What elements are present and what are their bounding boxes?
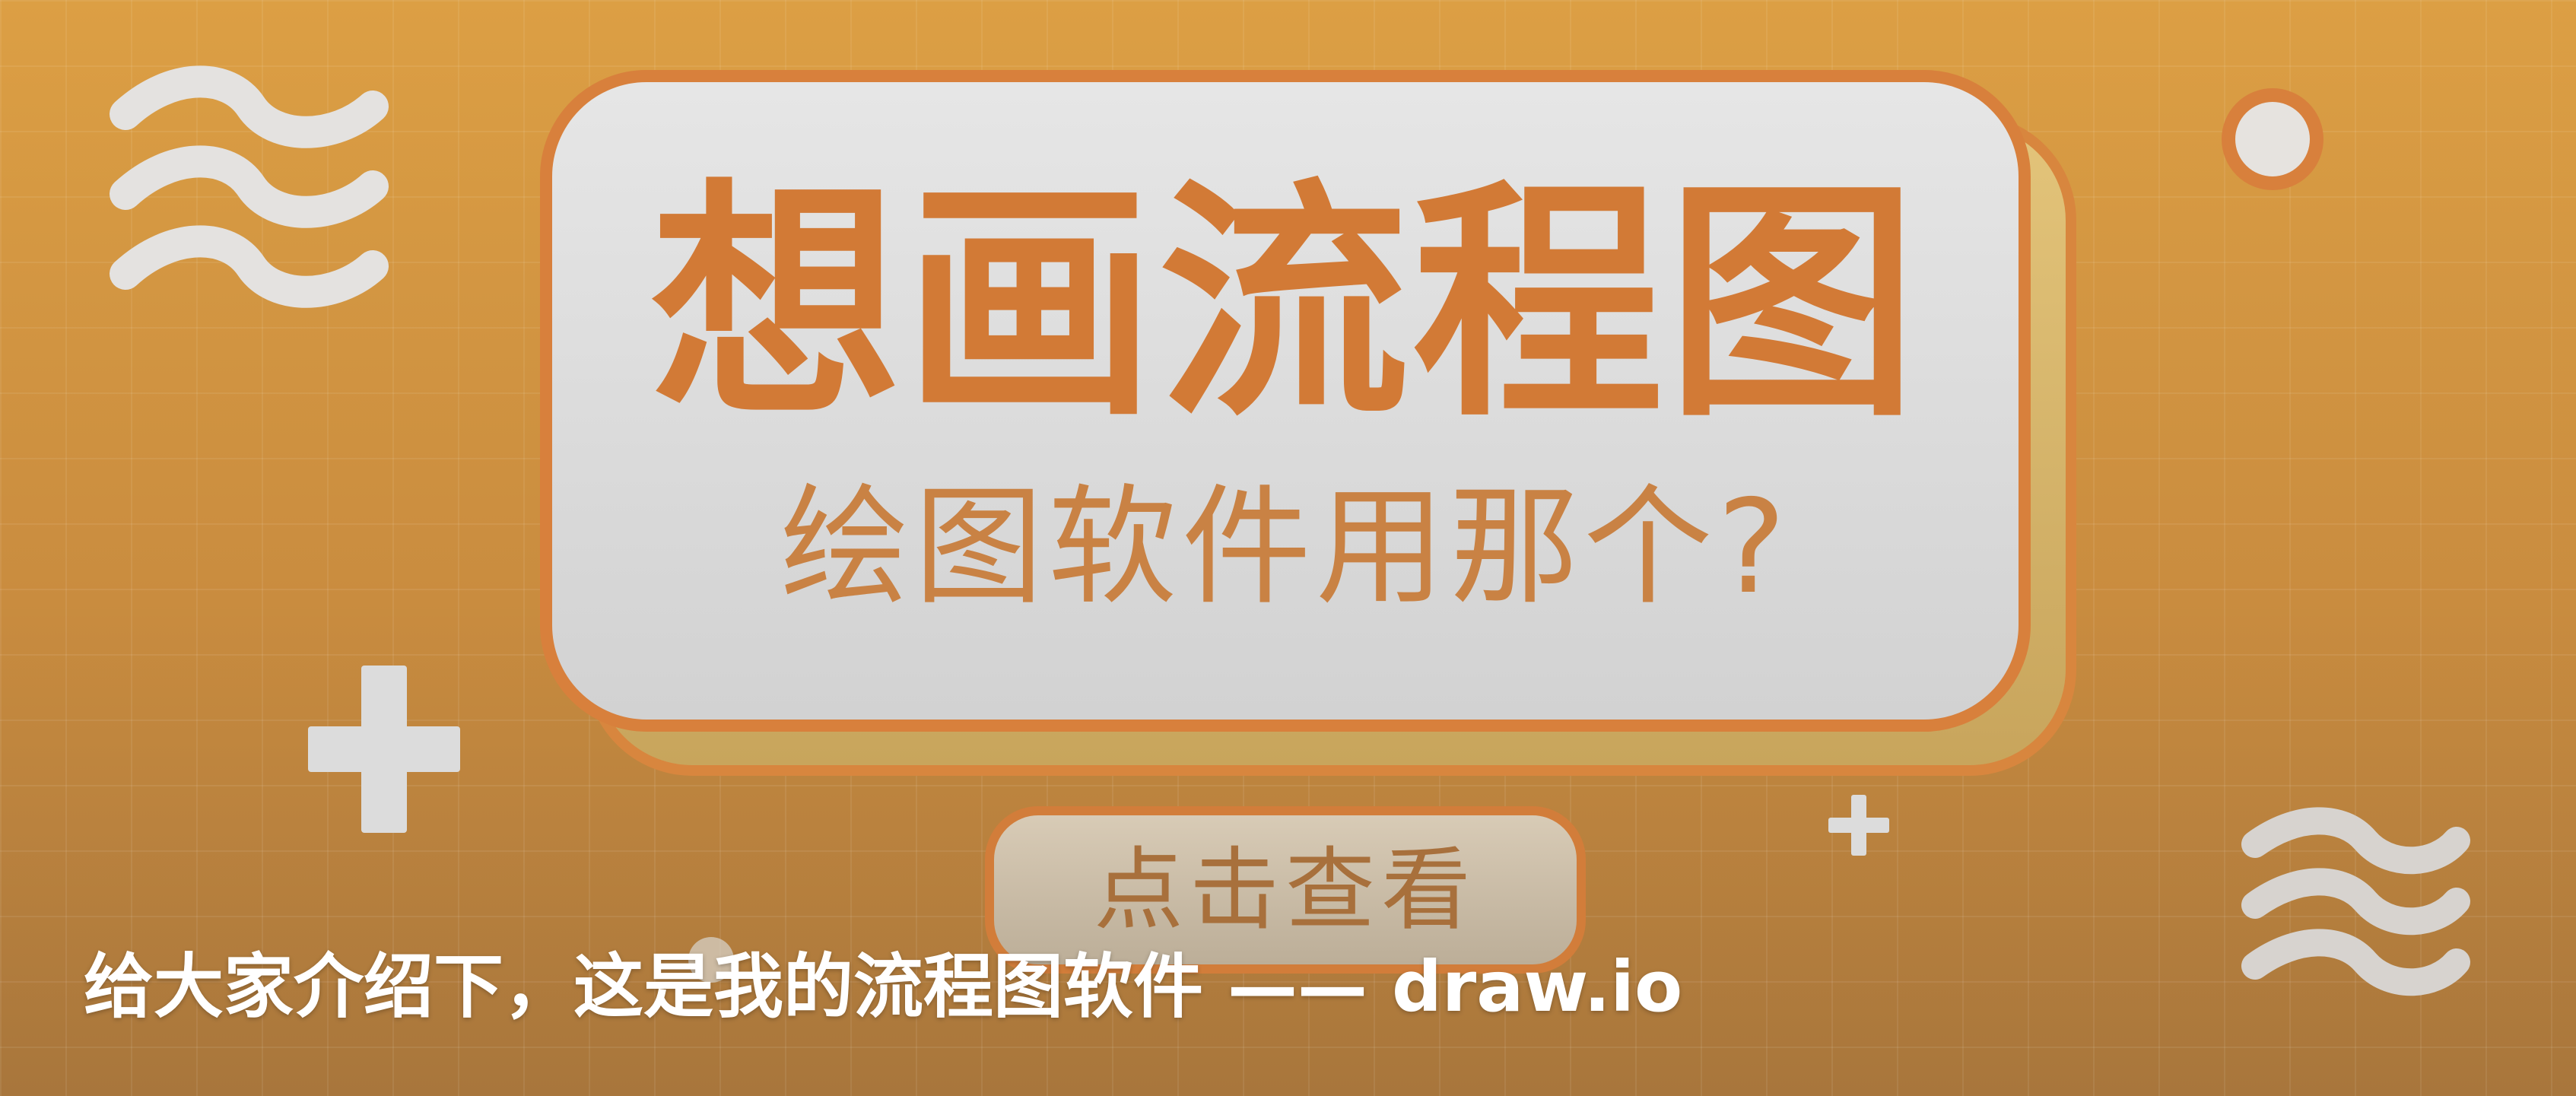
banner-subtitle: 绘图软件用那个? [780,472,1791,623]
caption-text: 给大家介绍下，这是我的流程图软件 —— draw.io [84,946,1683,1028]
plus-icon [1828,795,1889,856]
circle-icon [688,937,734,983]
wave-icon [110,65,389,308]
plus-icon [308,666,460,833]
view-button[interactable]: 点击查看 [985,806,1586,974]
banner-card [540,70,2031,732]
banner-title: 想画流程图 [650,158,1920,450]
circle-icon [2222,88,2323,190]
wave-icon [2241,807,2470,996]
